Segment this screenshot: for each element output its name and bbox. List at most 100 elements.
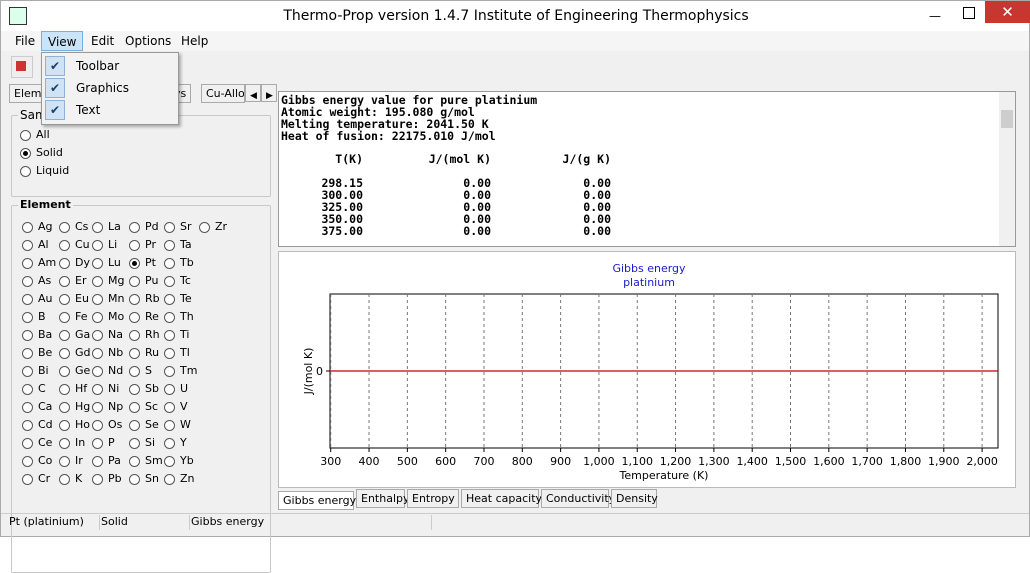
tab[interactable]: Gibbs energy [278, 491, 356, 510]
radio-button[interactable] [22, 402, 33, 413]
radio-label[interactable]: Er [75, 274, 87, 287]
radio-button[interactable] [164, 456, 175, 467]
radio-button[interactable] [22, 312, 33, 323]
radio-label[interactable]: Tm [180, 364, 198, 377]
radio-button[interactable] [164, 402, 175, 413]
radio-button[interactable] [59, 474, 70, 485]
radio-label[interactable]: Pb [108, 472, 122, 485]
radio-label[interactable]: Mo [108, 310, 125, 323]
radio-button[interactable] [129, 384, 140, 395]
radio-button[interactable] [59, 366, 70, 377]
radio-button[interactable] [129, 312, 140, 323]
radio-label[interactable]: Ce [38, 436, 53, 449]
radio-button[interactable] [92, 366, 103, 377]
radio-label[interactable]: Pd [145, 220, 159, 233]
radio-label[interactable]: Cs [75, 220, 89, 233]
radio-button[interactable] [59, 222, 70, 233]
menu-item[interactable]: Edit [91, 34, 115, 48]
radio-label[interactable]: Yb [180, 454, 194, 467]
radio-label[interactable]: Hg [75, 400, 91, 413]
radio-button[interactable] [129, 222, 140, 233]
radio-button[interactable] [20, 130, 31, 141]
radio-button[interactable] [59, 276, 70, 287]
radio-button[interactable] [22, 258, 33, 269]
radio-label[interactable]: Mg [108, 274, 125, 287]
radio-button[interactable] [59, 258, 70, 269]
radio-label[interactable]: Gd [75, 346, 91, 359]
radio-label[interactable]: Solid [36, 146, 63, 159]
radio-button[interactable] [59, 456, 70, 467]
radio-label[interactable]: Hf [75, 382, 88, 395]
radio-button[interactable] [164, 312, 175, 323]
radio-button[interactable] [164, 240, 175, 251]
radio-button[interactable] [129, 240, 140, 251]
radio-button[interactable] [164, 294, 175, 305]
radio-label[interactable]: Tb [180, 256, 194, 269]
radio-button[interactable] [164, 276, 175, 287]
radio-label[interactable]: Tl [180, 346, 190, 359]
radio-button[interactable] [164, 222, 175, 233]
radio-button[interactable] [22, 330, 33, 341]
radio-button[interactable] [22, 384, 33, 395]
radio-button[interactable] [164, 438, 175, 449]
radio-label[interactable]: Pa [108, 454, 121, 467]
radio-label[interactable]: Sb [145, 382, 159, 395]
radio-button[interactable] [92, 402, 103, 413]
radio-button[interactable] [92, 384, 103, 395]
radio-label[interactable]: As [38, 274, 52, 287]
radio-button[interactable] [22, 276, 33, 287]
radio-button[interactable] [59, 312, 70, 323]
tab[interactable]: Heat capacity [461, 489, 542, 508]
radio-label[interactable]: Ni [108, 382, 120, 395]
radio-button[interactable] [129, 366, 140, 377]
radio-label[interactable]: Nb [108, 346, 124, 359]
radio-label[interactable]: Pr [145, 238, 156, 251]
tab[interactable]: Conductivity [541, 489, 615, 508]
radio-label[interactable]: Na [108, 328, 123, 341]
radio-button[interactable] [129, 420, 140, 431]
radio-button[interactable] [164, 366, 175, 377]
radio-button[interactable] [92, 294, 103, 305]
radio-button[interactable] [20, 148, 31, 159]
radio-label[interactable]: U [180, 382, 189, 395]
radio-button[interactable] [199, 222, 210, 233]
radio-button[interactable] [59, 294, 70, 305]
radio-label[interactable]: B [38, 310, 46, 323]
radio-label[interactable]: Dy [75, 256, 90, 269]
radio-button[interactable] [164, 330, 175, 341]
radio-label[interactable]: Al [38, 238, 49, 251]
radio-button[interactable] [164, 258, 175, 269]
radio-button[interactable] [129, 402, 140, 413]
radio-label[interactable]: Rb [145, 292, 160, 305]
menu-item[interactable]: View [41, 31, 84, 51]
radio-label[interactable]: Be [38, 346, 53, 359]
radio-button[interactable] [22, 240, 33, 251]
radio-label[interactable]: P [108, 436, 115, 449]
radio-label[interactable]: S [145, 364, 152, 377]
radio-label[interactable]: V [180, 400, 188, 413]
radio-label[interactable]: Rh [145, 328, 160, 341]
radio-button[interactable] [164, 384, 175, 395]
radio-label[interactable]: Bi [38, 364, 49, 377]
radio-button[interactable] [22, 438, 33, 449]
radio-label[interactable]: Pu [145, 274, 159, 287]
radio-button[interactable] [22, 348, 33, 359]
radio-button[interactable] [92, 258, 103, 269]
radio-button[interactable] [92, 474, 103, 485]
radio-button[interactable] [59, 330, 70, 341]
radio-label[interactable]: Te [180, 292, 192, 305]
radio-button[interactable] [129, 258, 140, 269]
radio-label[interactable]: Sc [145, 400, 159, 413]
radio-button[interactable] [92, 438, 103, 449]
tab[interactable]: Enthalpy [356, 489, 410, 508]
menu-item[interactable]: Help [181, 34, 209, 48]
radio-label[interactable]: Nd [108, 364, 124, 377]
radio-label[interactable]: Os [108, 418, 123, 431]
radio-button[interactable] [92, 420, 103, 431]
radio-label[interactable]: In [75, 436, 86, 449]
radio-button[interactable] [92, 456, 103, 467]
radio-label[interactable]: Co [38, 454, 53, 467]
radio-button[interactable] [164, 474, 175, 485]
menu-option[interactable]: Toolbar [76, 59, 120, 73]
scroll-right[interactable]: ▶ [261, 84, 277, 102]
